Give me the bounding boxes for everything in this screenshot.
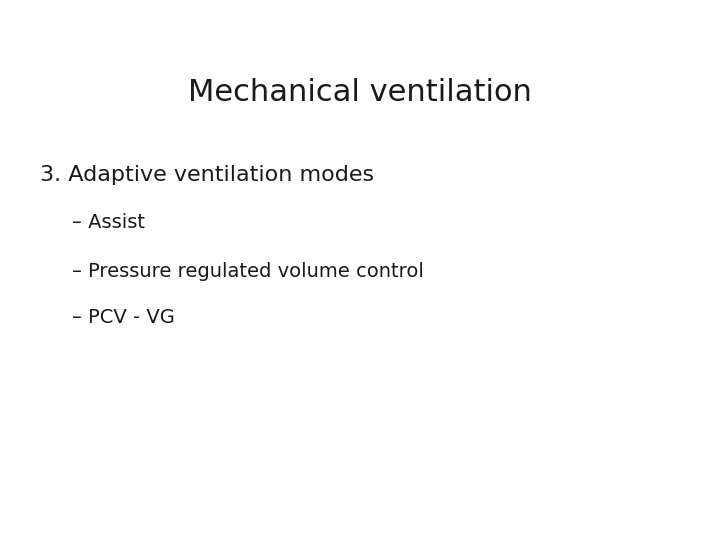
Text: Mechanical ventilation: Mechanical ventilation: [188, 78, 532, 107]
Text: – Pressure regulated volume control: – Pressure regulated volume control: [72, 262, 424, 281]
Text: 3. Adaptive ventilation modes: 3. Adaptive ventilation modes: [40, 165, 374, 185]
Text: – Assist: – Assist: [72, 213, 145, 232]
Text: – PCV - VG: – PCV - VG: [72, 308, 175, 327]
